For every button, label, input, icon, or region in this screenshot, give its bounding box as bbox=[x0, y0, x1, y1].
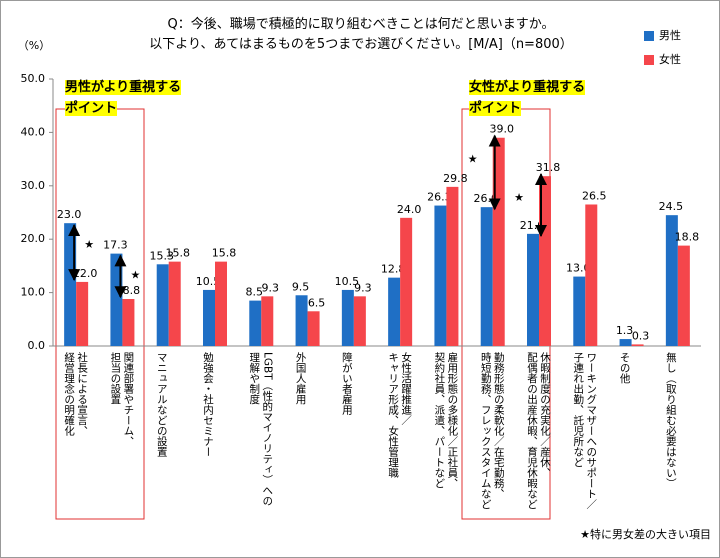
value-label: 17.3 bbox=[103, 239, 128, 252]
value-label: 0.3 bbox=[632, 329, 650, 342]
x-tick-label: 女性活躍推進／ キャリア形成、女性管理職 bbox=[387, 352, 413, 478]
value-label: 23.0 bbox=[57, 208, 82, 221]
bar bbox=[446, 186, 459, 346]
value-label: 9.5 bbox=[292, 280, 310, 293]
x-tick-label: 障がい者雇用 bbox=[340, 352, 353, 415]
value-label: 10.5 bbox=[196, 275, 221, 288]
bar bbox=[400, 217, 413, 346]
x-tick-label: 外国人雇用 bbox=[294, 352, 307, 405]
value-label: 9.3 bbox=[262, 281, 280, 294]
bar bbox=[307, 311, 320, 346]
value-label: 15.8 bbox=[212, 247, 237, 260]
y-unit: （%） bbox=[18, 39, 50, 52]
value-label: 15.3 bbox=[149, 249, 174, 262]
y-tick-label: 20.0 bbox=[21, 232, 46, 245]
value-label: 8.5 bbox=[246, 286, 264, 299]
star-mark: ★ bbox=[468, 153, 478, 166]
y-tick-label: 0.0 bbox=[28, 339, 46, 352]
bar bbox=[573, 276, 586, 346]
y-tick-label: 10.0 bbox=[21, 286, 46, 299]
bar bbox=[677, 245, 690, 346]
y-tick-label: 30.0 bbox=[21, 179, 46, 192]
value-label: 39.0 bbox=[489, 123, 514, 136]
legend-label: 女性 bbox=[659, 52, 681, 66]
x-tick-label: 休暇制度の充実化／産休、 配偶者の出産休暇、育児休暇など bbox=[526, 352, 551, 510]
bar bbox=[261, 296, 274, 346]
x-tick-label: 社長による宣言、 経営理念の明確化 bbox=[63, 352, 89, 436]
star-mark: ★ bbox=[130, 269, 140, 282]
value-label: 18.8 bbox=[675, 231, 700, 244]
value-label: 24.5 bbox=[659, 200, 684, 213]
bar bbox=[434, 205, 447, 346]
bar bbox=[631, 344, 644, 346]
bar bbox=[168, 261, 181, 346]
value-label: 1.3 bbox=[616, 324, 634, 337]
star-mark: ★ bbox=[514, 191, 524, 204]
y-tick-label: 40.0 bbox=[21, 125, 46, 138]
chart-subtitle: 以下より、あてはまるものを5つまでお選びください。[M/A]（n=800） bbox=[149, 37, 573, 52]
legend-swatch bbox=[644, 55, 654, 65]
value-label: 12.0 bbox=[73, 267, 98, 280]
y-tick-label: 50.0 bbox=[21, 72, 46, 85]
footnote: ★特に男女差の大きい項目 bbox=[580, 527, 711, 541]
value-label: 26.5 bbox=[582, 189, 607, 202]
bar bbox=[341, 289, 354, 346]
x-tick-label: 勤務形態の柔軟化／在宅勤務、 時短勤務、フレックスタイムなど bbox=[479, 352, 505, 510]
bar bbox=[156, 264, 169, 346]
bar bbox=[249, 300, 262, 346]
value-label: 13.0 bbox=[566, 262, 591, 275]
value-label: 10.5 bbox=[335, 275, 360, 288]
x-tick-label: LGBT（性的マイノリティ）への 理解や制度 bbox=[248, 352, 274, 506]
star-mark: ★ bbox=[84, 238, 94, 251]
value-label: 6.5 bbox=[308, 296, 326, 309]
male-point-label: 男性がより重視する ポイント bbox=[65, 80, 182, 116]
bar bbox=[215, 261, 227, 346]
female-point-label: 女性がより重視する ポイント bbox=[469, 80, 586, 116]
bar bbox=[388, 277, 401, 346]
bar bbox=[76, 281, 89, 346]
value-label: 31.8 bbox=[536, 161, 561, 174]
bar bbox=[122, 299, 135, 346]
x-tick-label: 雇用形態の多様化／正社員、 契約社員、派遣、パートなど bbox=[433, 352, 459, 489]
bar bbox=[619, 339, 632, 346]
x-tick-label: ワーキングマザーへのサポート／ 子連れ出勤、託児所など bbox=[572, 352, 598, 510]
legend-swatch bbox=[644, 31, 654, 41]
x-tick-label: 無し（取り組む必要はない） bbox=[664, 352, 677, 489]
value-label: 8.8 bbox=[123, 284, 141, 297]
x-tick-label: その他 bbox=[618, 352, 631, 384]
bar bbox=[295, 295, 308, 346]
value-label: 29.8 bbox=[443, 172, 468, 185]
legend-label: 男性 bbox=[659, 28, 681, 42]
bar bbox=[585, 204, 598, 346]
value-label: 9.3 bbox=[354, 281, 372, 294]
bar bbox=[527, 233, 539, 346]
x-tick-label: 勉強会・社内セミナー bbox=[202, 352, 214, 457]
bar bbox=[665, 215, 678, 346]
value-label: 26.3 bbox=[427, 191, 452, 204]
value-label: 12.8 bbox=[381, 263, 406, 276]
bar bbox=[480, 207, 493, 346]
x-tick-label: マニュアルなどの設置 bbox=[155, 352, 168, 457]
x-tick-label: 関連部署やチーム、 担当の設置 bbox=[109, 352, 135, 447]
bar bbox=[203, 289, 215, 346]
value-label: 24.0 bbox=[397, 203, 422, 216]
value-label: 15.8 bbox=[165, 247, 190, 260]
chart-title: Q：今後、職場で積極的に取り組むべきことは何だと思いますか。 bbox=[167, 17, 555, 32]
bar bbox=[353, 296, 366, 346]
